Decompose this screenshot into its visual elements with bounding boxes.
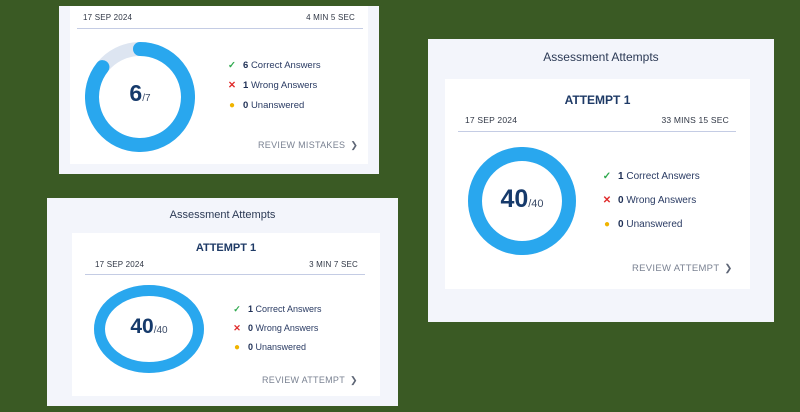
score-total: /40	[528, 198, 544, 210]
score-label: 40/40	[94, 315, 204, 339]
score-value: 40	[500, 185, 529, 213]
score-value: 6	[129, 80, 143, 106]
divider	[77, 28, 363, 29]
attempt-card-1: 17 SEP 2024 4 MIN 5 SEC 6/7 ✓ 6 Correct A…	[70, 6, 368, 164]
score-ring: 40/40	[468, 147, 576, 255]
dot-icon: ●	[603, 219, 611, 230]
ring-graphic	[94, 285, 204, 373]
attempts-panel-2: Assessment Attempts ATTEMPT 1 17 SEP 202…	[47, 198, 398, 406]
score-label: 40/40	[468, 185, 576, 214]
dot-icon: ●	[233, 342, 241, 353]
attempt-date: 17 SEP 2024	[83, 13, 133, 22]
score-label: 6/7	[85, 80, 195, 107]
score-total: /40	[153, 325, 168, 336]
stat-wrong: ✕ 0 Wrong Answers	[230, 323, 322, 342]
stat-unanswered: ● 0 Unanswered	[600, 219, 700, 243]
panel-title: Assessment Attempts	[169, 209, 276, 221]
attempt-date: 17 SEP 2024	[95, 260, 145, 269]
stat-unanswered: ● 0 Unanswered	[225, 100, 321, 120]
ring-graphic	[468, 147, 576, 255]
result-summary: ✓ 1 Correct Answers ✕ 0 Wrong Answers ● 0 U…	[230, 304, 322, 361]
result-summary: ✓ 6 Correct Answers ✕ 1 Wrong Answers ● 0 U…	[225, 60, 321, 120]
attempt-title: ATTEMPT 1	[195, 242, 257, 254]
dot-icon: ●	[228, 100, 236, 111]
chevron-right-icon: ❯	[350, 375, 358, 385]
cross-icon: ✕	[602, 195, 612, 206]
result-summary: ✓ 1 Correct Answers ✕ 0 Wrong Answers ● 0 U…	[600, 171, 700, 243]
ring-progress	[85, 42, 195, 152]
score-ring: 40/40	[94, 285, 204, 373]
attempts-panel-3: Assessment Attempts ATTEMPT 1 17 SEP 202…	[428, 39, 774, 322]
attempt-card-2: ATTEMPT 1 17 SEP 2024 3 MIN 7 SEC 40/40 …	[72, 233, 380, 396]
attempt-meta: 17 SEP 2024 4 MIN 5 SEC	[83, 13, 355, 22]
check-icon: ✓	[602, 171, 612, 182]
score-ring: 6/7	[85, 42, 195, 152]
attempt-duration: 33 MINS 15 SEC	[661, 115, 729, 125]
attempt-duration: 3 MIN 7 SEC	[309, 260, 358, 269]
review-attempt-link[interactable]: REVIEW ATTEMPT ❯	[632, 263, 733, 274]
score-total: /7	[142, 93, 151, 104]
ring-progress	[94, 285, 204, 373]
panel-title: Assessment Attempts	[543, 50, 659, 64]
attempt-card-3: ATTEMPT 1 17 SEP 2024 33 MINS 15 SEC 40/…	[445, 79, 750, 289]
stat-correct: ✓ 1 Correct Answers	[600, 171, 700, 195]
stat-wrong: ✕ 1 Wrong Answers	[225, 80, 321, 100]
divider	[85, 274, 365, 275]
attempt-meta: 17 SEP 2024 3 MIN 7 SEC	[95, 260, 358, 269]
score-value: 40	[130, 315, 154, 338]
stat-unanswered: ● 0 Unanswered	[230, 342, 322, 361]
cross-icon: ✕	[228, 80, 236, 91]
stat-wrong: ✕ 0 Wrong Answers	[600, 195, 700, 219]
attempt-meta: 17 SEP 2024 33 MINS 15 SEC	[465, 115, 729, 125]
stat-correct: ✓ 1 Correct Answers	[230, 304, 321, 323]
cross-icon: ✕	[233, 323, 241, 333]
ring-progress	[468, 147, 576, 255]
stat-correct: ✓ 6 Correct Answers	[225, 60, 321, 80]
divider	[458, 131, 736, 132]
review-mistakes-link[interactable]: REVIEW MISTAKES ❯	[258, 140, 359, 150]
chevron-right-icon: ❯	[724, 263, 733, 274]
attempt-panel-1: 17 SEP 2024 4 MIN 5 SEC 6/7 ✓ 6 Correct A…	[59, 6, 379, 174]
check-icon: ✓	[228, 60, 236, 71]
chevron-right-icon: ❯	[350, 140, 359, 150]
attempt-duration: 4 MIN 5 SEC	[306, 13, 355, 22]
attempt-title: ATTEMPT 1	[564, 93, 631, 107]
attempt-date: 17 SEP 2024	[465, 115, 518, 125]
ring-graphic	[85, 42, 195, 152]
review-attempt-link[interactable]: REVIEW ATTEMPT ❯	[262, 375, 358, 385]
check-icon: ✓	[233, 304, 241, 314]
